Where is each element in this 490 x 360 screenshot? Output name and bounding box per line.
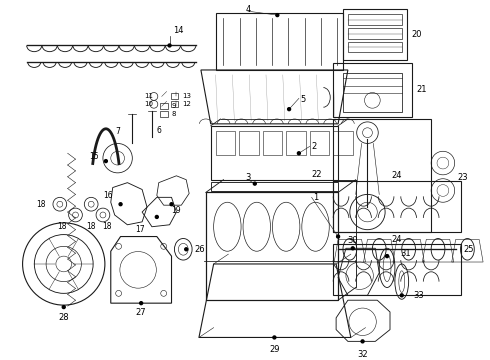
Text: 29: 29 — [269, 345, 280, 354]
Circle shape — [297, 152, 300, 155]
Bar — [333, 244, 461, 295]
Bar — [333, 181, 461, 231]
Circle shape — [288, 108, 291, 111]
Text: 25: 25 — [464, 245, 474, 254]
Text: 31: 31 — [401, 249, 412, 258]
Bar — [206, 193, 338, 300]
Bar — [263, 131, 282, 155]
Text: 20: 20 — [412, 30, 422, 39]
Circle shape — [104, 159, 107, 163]
Bar — [216, 131, 235, 155]
Text: 26: 26 — [194, 245, 205, 254]
Text: 7: 7 — [116, 127, 121, 136]
Bar — [171, 101, 178, 107]
Circle shape — [253, 182, 256, 185]
Text: 15: 15 — [89, 152, 99, 161]
Text: 24: 24 — [392, 235, 402, 244]
Text: 32: 32 — [357, 350, 368, 359]
Bar — [333, 119, 431, 231]
Text: 18: 18 — [86, 222, 96, 231]
Text: 17: 17 — [135, 225, 145, 234]
Bar — [216, 13, 343, 70]
Bar — [160, 103, 168, 109]
Text: 30: 30 — [347, 236, 358, 245]
Text: 10: 10 — [144, 101, 153, 107]
Text: 14: 14 — [173, 26, 184, 35]
Text: 27: 27 — [136, 309, 147, 318]
Text: 22: 22 — [311, 170, 321, 179]
Text: 21: 21 — [416, 85, 427, 94]
Text: 18: 18 — [102, 222, 112, 231]
Text: 3: 3 — [245, 173, 250, 182]
Text: 6: 6 — [157, 126, 162, 135]
Circle shape — [361, 340, 364, 343]
Text: 11: 11 — [144, 94, 153, 99]
Bar — [348, 28, 402, 39]
Text: 18: 18 — [57, 222, 67, 231]
Bar — [160, 111, 168, 117]
Bar — [171, 94, 178, 99]
Bar — [310, 131, 329, 155]
Text: 1: 1 — [314, 193, 319, 202]
Bar — [343, 9, 407, 60]
Text: 4: 4 — [245, 5, 250, 14]
Bar — [286, 131, 306, 155]
Text: 9: 9 — [172, 103, 176, 109]
Text: 13: 13 — [182, 94, 191, 99]
Text: 5: 5 — [301, 95, 306, 104]
Text: 33: 33 — [414, 291, 424, 300]
Text: 24: 24 — [392, 171, 402, 180]
Circle shape — [119, 203, 122, 206]
Circle shape — [62, 306, 65, 309]
Circle shape — [168, 44, 171, 47]
Circle shape — [185, 248, 188, 251]
Bar — [333, 131, 353, 155]
Circle shape — [386, 255, 389, 258]
Text: 2: 2 — [312, 142, 317, 151]
Bar — [348, 14, 402, 25]
Text: 18: 18 — [37, 200, 46, 209]
Circle shape — [400, 294, 403, 297]
Bar — [239, 131, 259, 155]
Circle shape — [140, 302, 143, 305]
Text: 28: 28 — [58, 313, 69, 322]
Text: 8: 8 — [172, 111, 176, 117]
Circle shape — [276, 14, 279, 17]
Bar — [333, 63, 412, 117]
Text: 12: 12 — [182, 101, 191, 107]
Text: 23: 23 — [458, 173, 468, 182]
Bar — [211, 182, 338, 192]
Text: 16: 16 — [103, 191, 113, 200]
Bar — [343, 73, 402, 112]
Text: 19: 19 — [172, 206, 181, 215]
Circle shape — [337, 235, 340, 238]
Bar — [211, 126, 338, 180]
Circle shape — [155, 216, 158, 219]
Circle shape — [170, 203, 173, 206]
Circle shape — [351, 247, 354, 250]
Bar — [348, 41, 402, 52]
Circle shape — [273, 336, 276, 339]
